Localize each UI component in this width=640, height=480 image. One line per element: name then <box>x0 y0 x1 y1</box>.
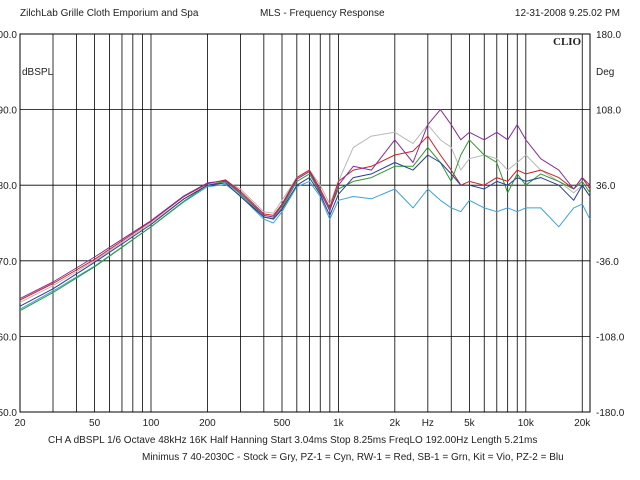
clio-logo: CLIO <box>553 36 582 48</box>
y-axis-ticks: 100.0 90.0 80.0 70.0 60.0 50.0 <box>0 30 17 419</box>
series-line-3 <box>19 139 591 312</box>
x-tick-label-5: 1k <box>333 418 345 429</box>
series-line-1 <box>19 180 591 310</box>
y2-tick-label-1: 108.0 <box>596 106 621 117</box>
x-axis-ticks: 20 50 100 200 500 1k 2k Hz 5k 10k 20k <box>14 418 591 429</box>
x-tick-label-0: 20 <box>14 418 26 429</box>
y-tick-label-2: 80.0 <box>0 181 17 192</box>
y2-tick-label-4: -108.0 <box>596 332 625 343</box>
y-tick-label-5: 50.0 <box>0 408 17 419</box>
header-measurement: MLS - Frequency Response <box>260 8 385 19</box>
grid <box>19 33 590 413</box>
x-tick-label-9: 10k <box>518 418 535 429</box>
footer-settings: CH A dBSPL 1/6 Octave 48kHz 16K Half Han… <box>48 435 538 446</box>
header-title: ZilchLab Grille Cloth Emporium and Spa <box>20 8 199 19</box>
y-tick-label-3: 70.0 <box>0 257 17 268</box>
x-tick-label-10: 20k <box>574 418 591 429</box>
series-group <box>19 109 591 312</box>
x-tick-label-6: 2k <box>390 418 402 429</box>
series-line-5 <box>19 154 591 307</box>
series-line-4 <box>19 109 591 300</box>
x-tick-label-7: Hz <box>422 418 434 429</box>
y2-tick-label-2: 36.0 <box>596 181 616 192</box>
x-tick-label-4: 500 <box>274 418 291 429</box>
y2-tick-label-0: 180.0 <box>596 30 621 41</box>
footer-legend: Minimus 7 40-2030C - Stock = Gry, PZ-1 =… <box>142 452 564 463</box>
x-tick-label-8: 5k <box>464 418 476 429</box>
y2-axis-ticks: 180.0 108.0 36.0 -36.0 -108.0 -180.0 <box>596 30 625 419</box>
y-tick-label-1: 90.0 <box>0 106 17 117</box>
y-tick-label-4: 60.0 <box>0 332 17 343</box>
x-tick-label-1: 50 <box>89 418 101 429</box>
y-axis-unit: dBSPL <box>22 67 54 78</box>
y2-tick-label-3: -36.0 <box>596 257 619 268</box>
x-tick-label-2: 100 <box>143 418 160 429</box>
x-tick-label-3: 200 <box>199 418 216 429</box>
y2-tick-label-5: -180.0 <box>596 408 625 419</box>
y-tick-label-0: 100.0 <box>0 30 17 41</box>
plot-area <box>19 33 591 413</box>
y2-axis-unit: Deg <box>596 67 614 78</box>
header-timestamp: 12-31-2008 9.25.02 PM <box>514 8 620 19</box>
